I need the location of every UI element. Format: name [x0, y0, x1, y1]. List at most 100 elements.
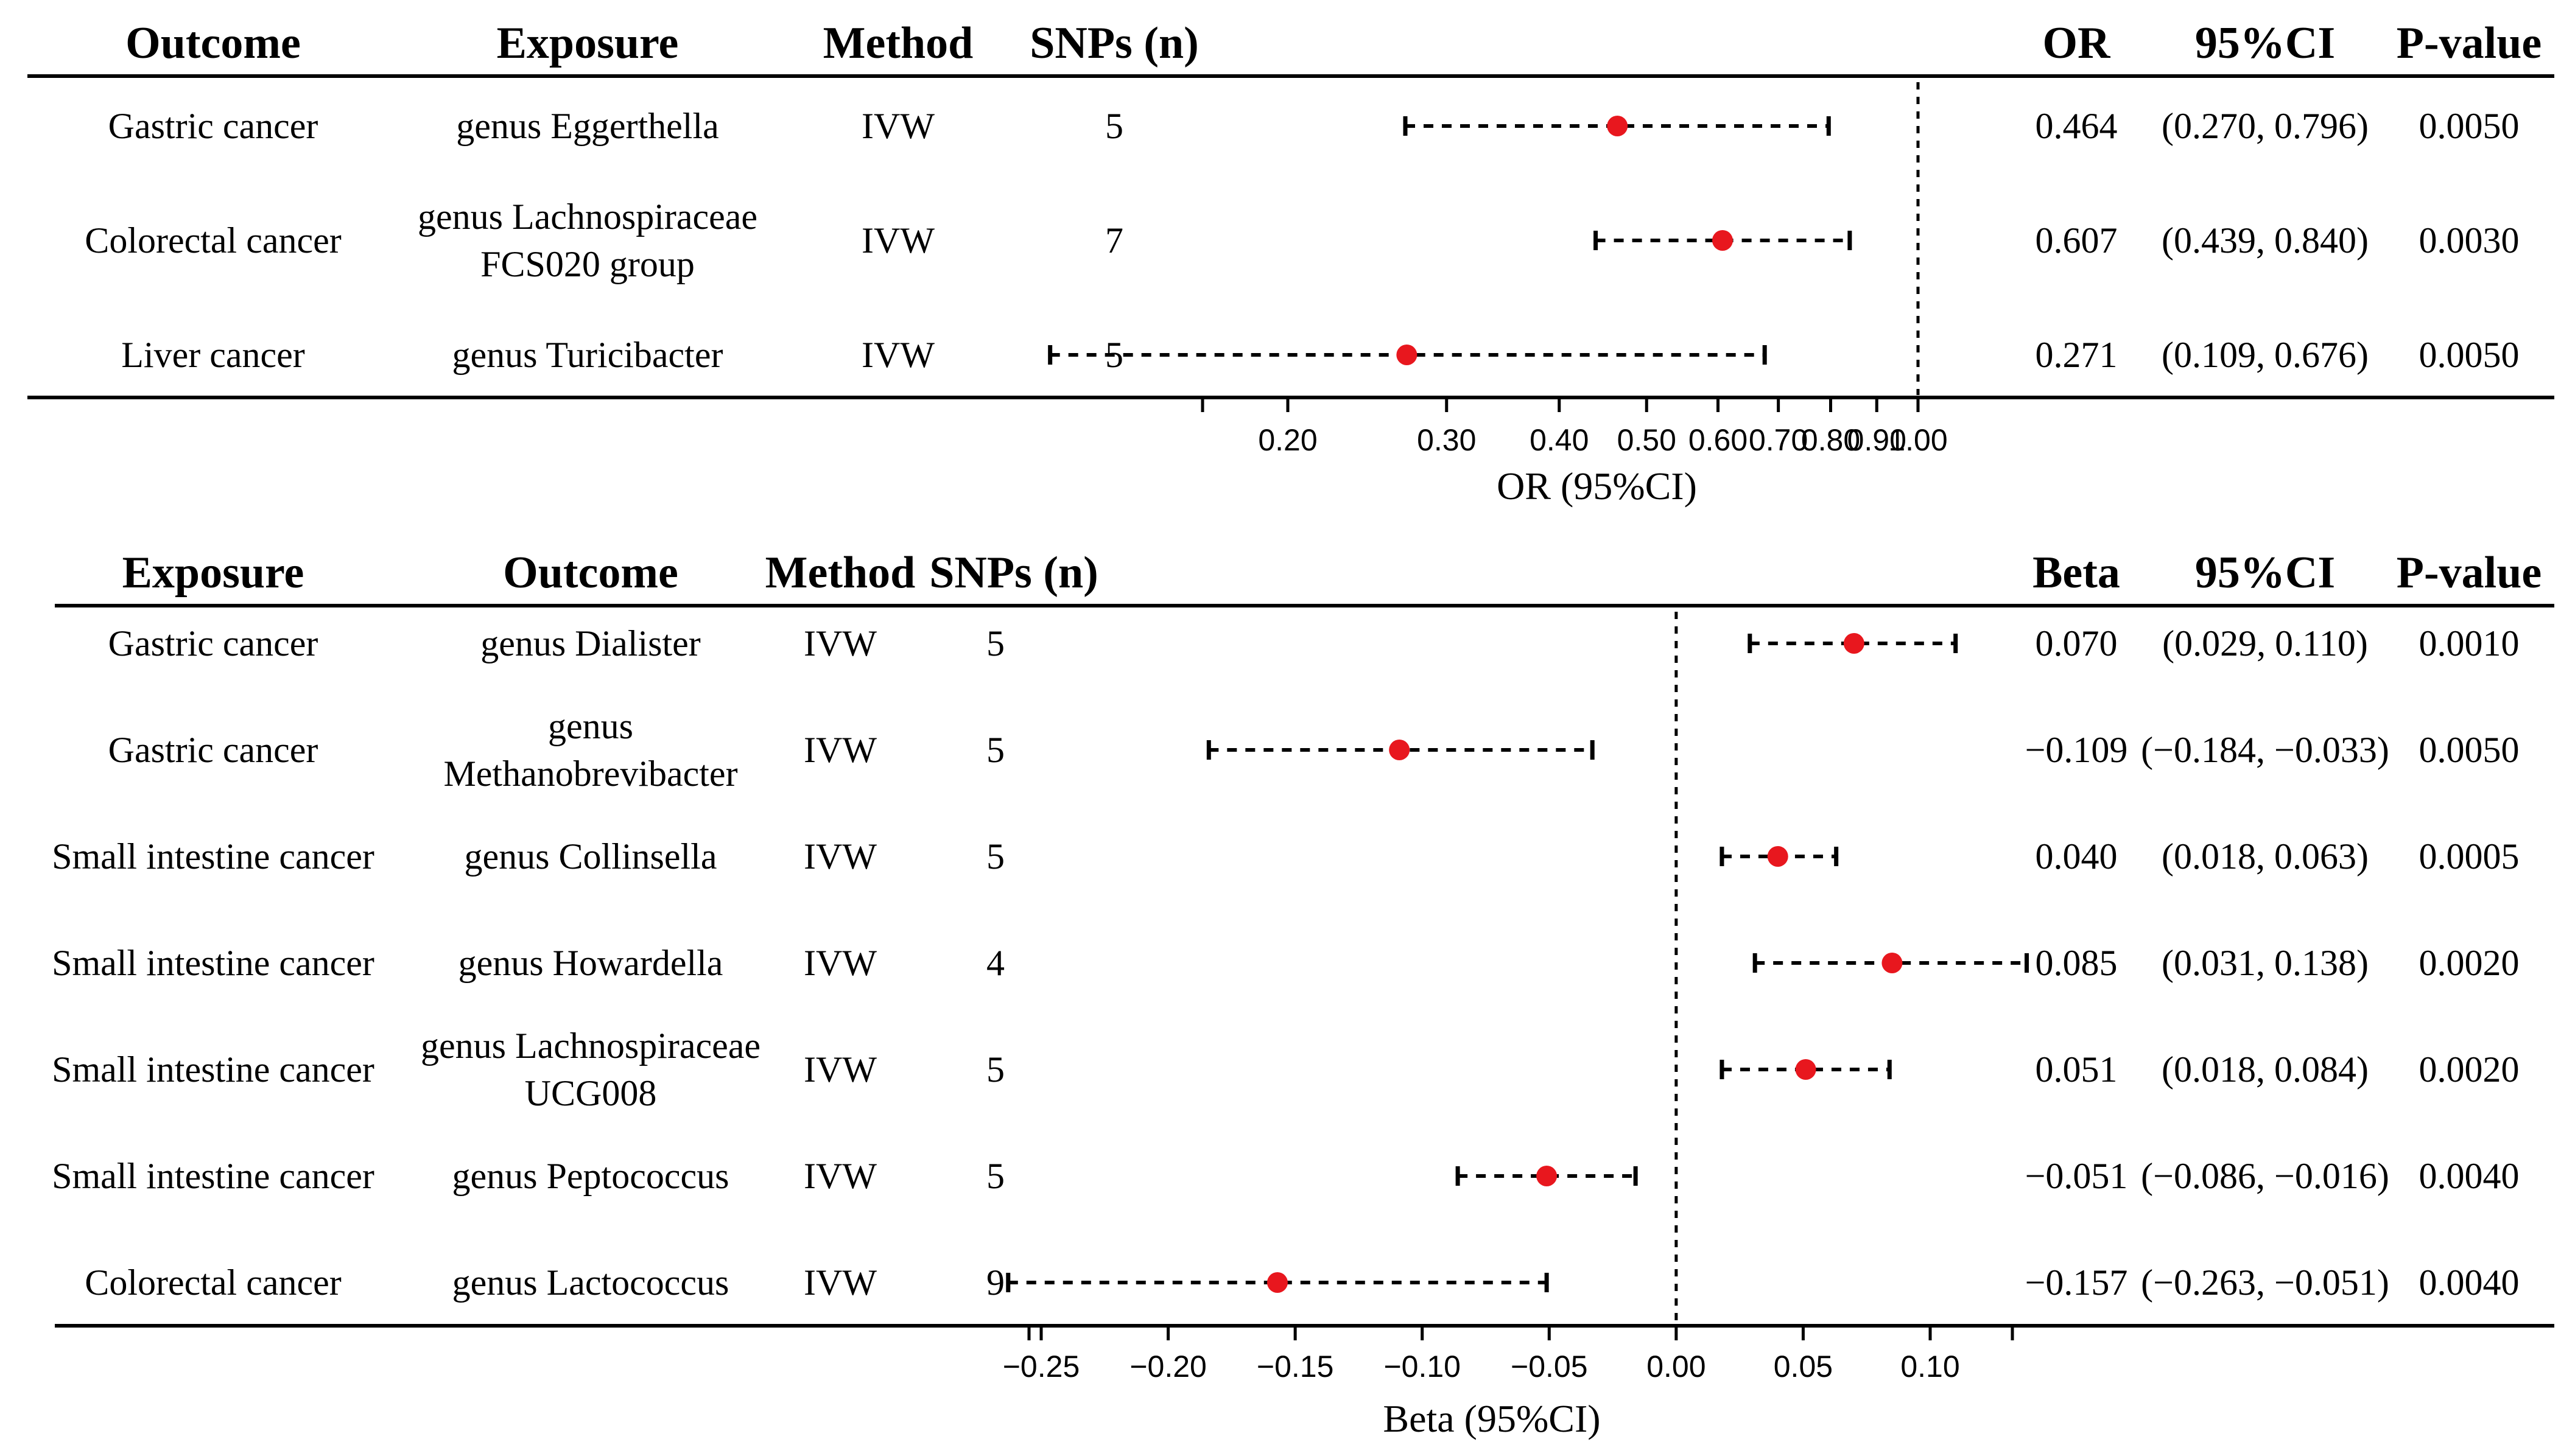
- row-snps: 4: [986, 943, 1005, 983]
- row-method: IVW: [862, 335, 935, 375]
- row-ci: (0.439, 0.840): [2162, 220, 2369, 261]
- row-pvalue: 0.0050: [2419, 106, 2520, 146]
- row-col1: Liver cancer: [121, 335, 304, 375]
- forest-row: Small intestine cancer genus Peptococcus I…: [52, 1156, 2519, 1196]
- row-pvalue: 0.0040: [2419, 1262, 2520, 1303]
- row-estimate: 0.607: [2036, 220, 2118, 261]
- header-method: Method: [823, 18, 974, 68]
- row-col2: Methanobrevibacter: [443, 754, 737, 794]
- row-ci: (−0.263, −0.051): [2141, 1262, 2389, 1303]
- row-estimate: 0.271: [2036, 335, 2118, 375]
- x-tick-label: 0.00: [1646, 1349, 1706, 1384]
- header-snps: SNPs (n): [929, 548, 1098, 598]
- forest-row: Gastric cancer genus Methanobrevibacter IVW…: [108, 706, 2520, 794]
- x-axis: 0.20 0.30 0.40 0.50 0.60 0.700.800.901.00 OR (…: [1201, 397, 1948, 508]
- x-tick-label: −0.15: [1257, 1349, 1334, 1384]
- estimate-point: [1881, 953, 1903, 973]
- x-tick-label: 0.70: [1749, 423, 1808, 457]
- header-method: Method: [765, 548, 916, 598]
- row-estimate: 0.464: [2036, 106, 2118, 146]
- x-tick-label: 0.05: [1774, 1349, 1833, 1384]
- row-method: IVW: [862, 106, 935, 146]
- x-axis-label: Beta (95%CI): [1383, 1397, 1600, 1440]
- row-estimate: 0.085: [2036, 943, 2118, 983]
- row-col2: UCG008: [525, 1073, 657, 1113]
- header-snps: SNPs (n): [1030, 18, 1199, 68]
- estimate-point: [1767, 846, 1788, 867]
- row-col2: genus Turicibacter: [452, 335, 723, 375]
- row-pvalue: 0.0020: [2419, 943, 2520, 983]
- row-snps: 9: [986, 1262, 1005, 1303]
- x-tick-label: −0.25: [1003, 1349, 1080, 1384]
- row-method: IVW: [804, 943, 877, 983]
- header-col1: Exposure: [122, 548, 304, 598]
- row-snps: 7: [1105, 220, 1123, 261]
- row-col1: Small intestine cancer: [52, 836, 374, 877]
- row-col2: genus Collinsella: [465, 836, 717, 877]
- row-snps: 5: [986, 730, 1005, 770]
- row-col1: Gastric cancer: [108, 106, 318, 146]
- row-ci: (0.031, 0.138): [2162, 943, 2369, 983]
- row-snps: 5: [986, 1156, 1005, 1196]
- row-col2: genus Lactococcus: [452, 1262, 729, 1303]
- header-pvalue: P-value: [2397, 18, 2542, 68]
- forest-panel-top: Outcome Exposure Method SNPs (n) OR 95%CI P-va…: [27, 18, 2554, 508]
- header-estimate: Beta: [2032, 548, 2120, 598]
- estimate-point: [1266, 1272, 1288, 1293]
- forest-row: Small intestine cancer genus Howardella IV…: [52, 943, 2519, 983]
- estimate-point: [1795, 1059, 1816, 1080]
- estimate-point: [1843, 633, 1864, 654]
- x-tick-label: 0.90: [1847, 423, 1906, 457]
- forest-row: Liver cancer genus Turicibacter IVW 5 0.271(…: [121, 335, 2519, 375]
- row-col1: Gastric cancer: [108, 730, 318, 770]
- row-method: IVW: [804, 623, 877, 663]
- row-estimate: 0.051: [2036, 1049, 2118, 1090]
- row-pvalue: 0.0010: [2419, 623, 2520, 663]
- row-method: IVW: [804, 1156, 877, 1196]
- row-col2: genus Howardella: [458, 943, 723, 983]
- x-tick-label: 0.10: [1900, 1349, 1959, 1384]
- row-estimate: −0.051: [2025, 1156, 2128, 1196]
- row-col1: Colorectal cancer: [85, 1262, 341, 1303]
- estimate-point: [1536, 1166, 1558, 1186]
- header-estimate: OR: [2043, 18, 2112, 68]
- row-col1: Gastric cancer: [108, 623, 318, 663]
- x-tick-label: −0.20: [1129, 1349, 1207, 1384]
- row-ci: (0.029, 0.110): [2162, 623, 2368, 663]
- x-tick-label: 0.60: [1688, 423, 1748, 457]
- header-ci: 95%CI: [2195, 548, 2335, 598]
- row-snps: 5: [986, 1049, 1005, 1090]
- row-pvalue: 0.0005: [2419, 836, 2520, 877]
- row-estimate: −0.109: [2025, 730, 2128, 770]
- row-col2: genus Eggerthella: [456, 106, 719, 146]
- forest-row: Colorectal cancer genus Lactococcus IVW 9 −0…: [85, 1262, 2519, 1303]
- row-col2: genus Lachnospiraceae: [418, 197, 757, 237]
- x-tick-label: 0.50: [1617, 423, 1676, 457]
- row-col2: genus: [548, 706, 633, 746]
- row-pvalue: 0.0040: [2419, 1156, 2520, 1196]
- row-snps: 5: [1105, 106, 1123, 146]
- row-col1: Colorectal cancer: [85, 220, 341, 261]
- row-method: IVW: [804, 836, 877, 877]
- x-tick-label: −0.10: [1383, 1349, 1461, 1384]
- row-method: IVW: [804, 1262, 877, 1303]
- row-snps: 5: [986, 623, 1005, 663]
- row-col1: Small intestine cancer: [52, 1049, 374, 1090]
- estimate-point: [1389, 740, 1410, 760]
- row-method: IVW: [804, 1049, 877, 1090]
- row-estimate: 0.070: [2036, 623, 2118, 663]
- row-snps: 5: [986, 836, 1005, 877]
- row-estimate: −0.157: [2025, 1262, 2128, 1303]
- row-method: IVW: [862, 220, 935, 261]
- estimate-point: [1396, 345, 1417, 365]
- forest-panel-bottom: Exposure Outcome Method SNPs (n) Beta 95%CI P-…: [52, 548, 2554, 1440]
- forest-row: Colorectal cancer genus Lachnospiraceae FC…: [85, 197, 2519, 284]
- x-tick-label: −0.05: [1511, 1349, 1588, 1384]
- forest-row: Small intestine cancer genus Collinsella I…: [52, 836, 2519, 877]
- row-method: IVW: [804, 730, 877, 770]
- header-pvalue: P-value: [2397, 548, 2542, 598]
- row-col2: FCS020 group: [480, 244, 695, 284]
- x-tick-label: 0.30: [1417, 423, 1476, 457]
- row-ci: (0.109, 0.676): [2162, 335, 2369, 375]
